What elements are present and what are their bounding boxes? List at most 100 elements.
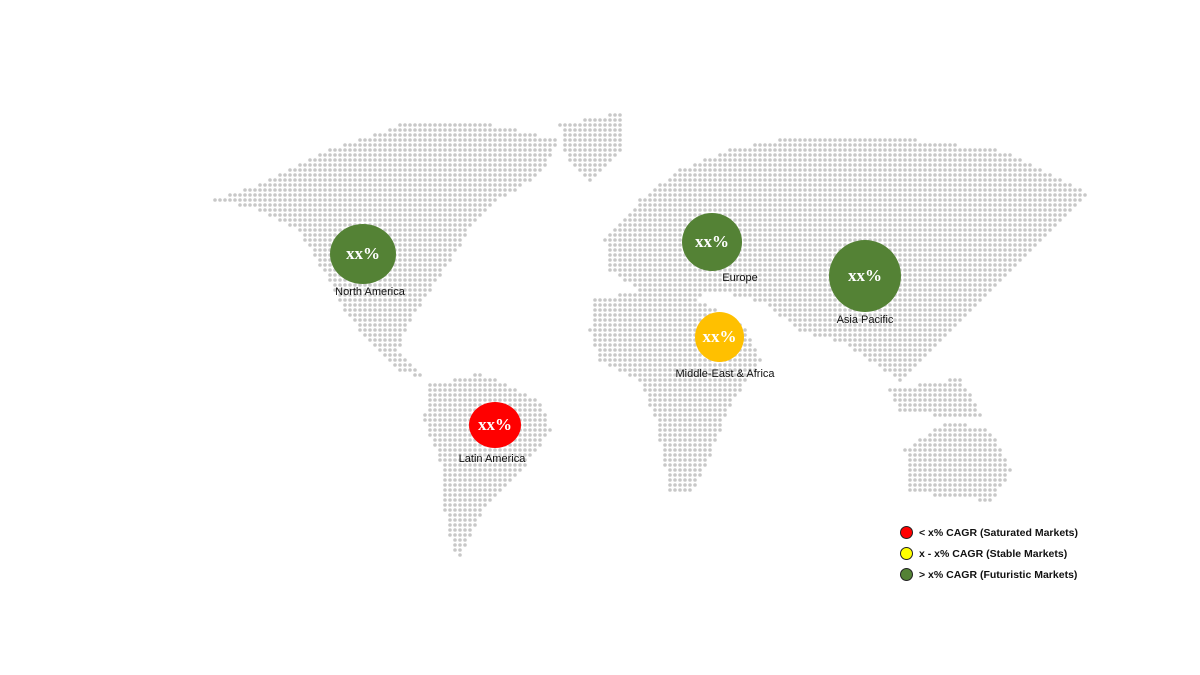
land-dot <box>803 248 807 252</box>
land-dot <box>463 208 467 212</box>
land-dot <box>898 248 902 252</box>
land-dot <box>1043 233 1047 237</box>
land-dot <box>298 178 302 182</box>
land-dot <box>843 333 847 337</box>
land-dot <box>383 148 387 152</box>
land-dot <box>303 178 307 182</box>
land-dot <box>323 198 327 202</box>
land-dot <box>803 158 807 162</box>
land-dot <box>793 203 797 207</box>
land-dot <box>923 243 927 247</box>
land-dot <box>883 363 887 367</box>
land-dot <box>578 143 582 147</box>
land-dot <box>433 243 437 247</box>
land-dot <box>453 388 457 392</box>
land-dot <box>353 308 357 312</box>
land-dot <box>353 178 357 182</box>
land-dot <box>333 228 337 232</box>
land-dot <box>838 153 842 157</box>
land-dot <box>428 213 432 217</box>
land-dot <box>703 378 707 382</box>
land-dot <box>773 163 777 167</box>
land-dot <box>788 183 792 187</box>
land-dot <box>848 138 852 142</box>
land-dot <box>1038 178 1042 182</box>
land-dot <box>958 258 962 262</box>
land-dot <box>908 258 912 262</box>
land-dot <box>883 338 887 342</box>
land-dot <box>618 273 622 277</box>
land-dot <box>578 153 582 157</box>
land-dot <box>573 143 577 147</box>
land-dot <box>968 308 972 312</box>
land-dot <box>613 148 617 152</box>
land-dot <box>748 283 752 287</box>
land-dot <box>358 298 362 302</box>
land-dot <box>943 153 947 157</box>
land-dot <box>843 223 847 227</box>
land-dot <box>433 213 437 217</box>
land-dot <box>808 293 812 297</box>
land-dot <box>363 213 367 217</box>
land-dot <box>748 273 752 277</box>
land-dot <box>973 163 977 167</box>
land-dot <box>943 298 947 302</box>
land-dot <box>953 183 957 187</box>
land-dot <box>633 313 637 317</box>
land-dot <box>488 168 492 172</box>
land-dot <box>783 263 787 267</box>
land-dot <box>548 148 552 152</box>
land-dot <box>373 343 377 347</box>
land-dot <box>718 383 722 387</box>
land-dot <box>638 213 642 217</box>
land-dot <box>713 383 717 387</box>
land-dot <box>468 163 472 167</box>
land-dot <box>408 168 412 172</box>
land-dot <box>728 163 732 167</box>
land-dot <box>708 278 712 282</box>
land-dot <box>908 193 912 197</box>
land-dot <box>298 173 302 177</box>
land-dot <box>858 153 862 157</box>
land-dot <box>843 158 847 162</box>
land-dot <box>418 243 422 247</box>
land-dot <box>408 248 412 252</box>
land-dot <box>358 183 362 187</box>
land-dot <box>603 143 607 147</box>
land-dot <box>718 193 722 197</box>
land-dot <box>653 248 657 252</box>
land-dot <box>818 183 822 187</box>
land-dot <box>608 328 612 332</box>
land-dot <box>448 143 452 147</box>
land-dot <box>258 193 262 197</box>
land-dot <box>818 213 822 217</box>
land-dot <box>643 273 647 277</box>
land-dot <box>503 158 507 162</box>
land-dot <box>883 228 887 232</box>
land-dot <box>878 363 882 367</box>
land-dot <box>638 258 642 262</box>
land-dot <box>333 218 337 222</box>
land-dot <box>463 158 467 162</box>
land-dot <box>1003 238 1007 242</box>
land-dot <box>883 233 887 237</box>
land-dot <box>843 318 847 322</box>
land-dot <box>888 218 892 222</box>
land-dot <box>663 288 667 292</box>
land-dot <box>938 288 942 292</box>
land-dot <box>958 288 962 292</box>
land-dot <box>353 183 357 187</box>
land-dot <box>518 178 522 182</box>
land-dot <box>733 358 737 362</box>
land-dot <box>458 223 462 227</box>
land-dot <box>378 153 382 157</box>
land-dot <box>763 148 767 152</box>
land-dot <box>678 293 682 297</box>
land-dot <box>413 248 417 252</box>
land-dot <box>578 158 582 162</box>
land-dot <box>943 203 947 207</box>
land-dot <box>498 168 502 172</box>
land-dot <box>963 238 967 242</box>
land-dot <box>653 378 657 382</box>
land-dot <box>813 293 817 297</box>
